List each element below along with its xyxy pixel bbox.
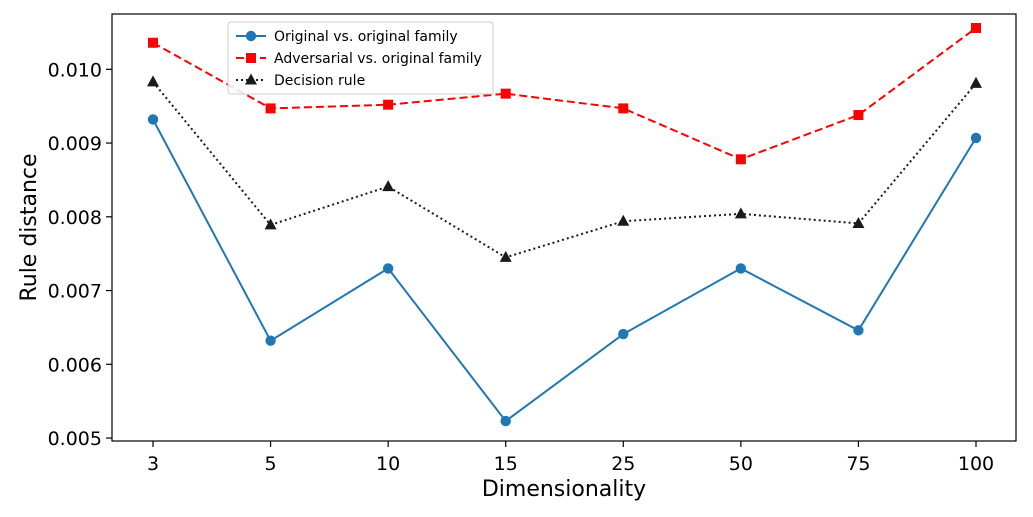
data-point <box>735 263 747 274</box>
data-point <box>734 207 747 219</box>
x-tick-label: 25 <box>611 453 635 475</box>
x-tick-label: 75 <box>846 453 870 475</box>
y-tick-label: 0.009 <box>48 133 102 155</box>
y-tick-label: 0.010 <box>48 59 102 81</box>
data-point <box>147 114 159 125</box>
x-tick-label: 5 <box>265 453 277 475</box>
series-0 <box>147 114 982 427</box>
data-point <box>970 76 982 88</box>
x-axis: 3 5 10 15 25 50 75 100 <box>147 441 994 475</box>
series-line <box>152 81 977 259</box>
x-tick-label: 50 <box>729 453 753 475</box>
data-point <box>265 103 276 114</box>
data-point <box>383 99 394 110</box>
data-point <box>852 216 865 228</box>
legend-marker <box>245 30 257 42</box>
data-point <box>382 180 395 192</box>
data-point <box>617 214 630 226</box>
y-tick-label: 0.005 <box>48 428 102 450</box>
data-point <box>147 75 159 87</box>
legend-label: Original vs. original family <box>274 29 458 45</box>
y-tick-label: 0.007 <box>48 281 102 303</box>
plot-frame <box>111 13 1017 442</box>
data-point <box>853 110 864 121</box>
x-tick-label: 100 <box>958 453 994 475</box>
x-tick-label: 3 <box>147 453 159 475</box>
data-point <box>265 335 276 346</box>
legend-label: Decision rule <box>274 73 365 89</box>
legend-box <box>227 21 494 95</box>
x-axis-label: Dimensionality <box>482 477 646 502</box>
data-point <box>970 132 982 144</box>
data-point <box>264 218 277 230</box>
legend-marker <box>246 53 256 63</box>
data-point <box>500 415 511 427</box>
data-point <box>382 263 394 274</box>
y-axis-label: Rule distance <box>17 153 42 301</box>
series-1 <box>148 23 981 165</box>
data-point <box>853 325 864 336</box>
data-point <box>618 103 629 114</box>
x-tick-label: 15 <box>494 453 518 475</box>
series-line <box>152 27 977 161</box>
y-axis: 0.005 0.006 0.007 0.008 0.009 0.010 <box>48 59 112 450</box>
series-layer <box>147 23 982 427</box>
legend: Original vs. original family Adversarial … <box>227 21 494 95</box>
data-point <box>618 328 629 340</box>
series-line <box>152 118 977 423</box>
data-point <box>499 250 512 262</box>
data-point <box>735 154 746 165</box>
y-tick-label: 0.006 <box>48 354 102 376</box>
legend-label: Adversarial vs. original family <box>274 51 482 67</box>
y-tick-label: 0.008 <box>48 207 102 229</box>
data-point <box>971 23 981 34</box>
series-2 <box>147 75 982 262</box>
x-tick-label: 10 <box>376 453 400 475</box>
data-point <box>500 88 511 99</box>
legend-marker <box>245 73 257 85</box>
data-point <box>148 37 158 48</box>
